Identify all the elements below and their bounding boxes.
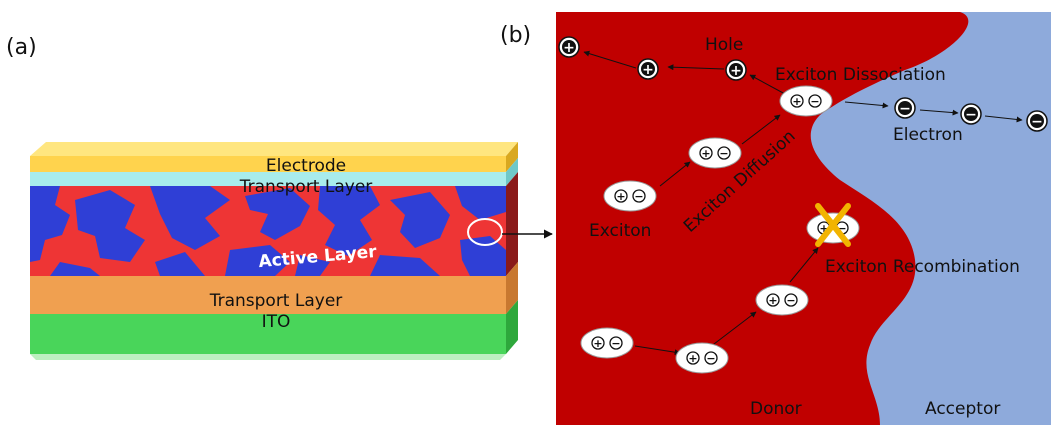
exciton: + − bbox=[675, 342, 729, 374]
svg-text:−: − bbox=[786, 294, 795, 307]
exciton-recombination-label: Exciton Recombination bbox=[825, 257, 1020, 277]
device-stack: Active Layer Electrode Transport Layer T… bbox=[30, 142, 518, 360]
exciton: + − bbox=[580, 327, 634, 359]
exciton-label: Exciton bbox=[589, 221, 651, 241]
exciton: + − bbox=[779, 85, 833, 117]
electron-charges: − − − bbox=[894, 97, 1048, 132]
transport-layer-top bbox=[30, 158, 518, 186]
hole-charge: + bbox=[725, 59, 747, 81]
ito-layer bbox=[30, 300, 518, 360]
transport-layer-top-label: Transport Layer bbox=[239, 177, 373, 197]
electron-charge: − bbox=[960, 103, 982, 125]
svg-text:+: + bbox=[792, 95, 801, 108]
svg-text:+: + bbox=[688, 352, 697, 365]
transport-layer-bottom-label: Transport Layer bbox=[209, 291, 343, 311]
svg-text:−: − bbox=[634, 190, 643, 203]
electrode-label: Electrode bbox=[266, 156, 346, 176]
electron-charge: − bbox=[1026, 110, 1048, 132]
transport-arrows bbox=[583, 50, 1023, 356]
svg-text:+: + bbox=[768, 294, 777, 307]
panel-b-label: (b) bbox=[500, 23, 531, 48]
svg-text:+: + bbox=[642, 62, 654, 78]
svg-text:+: + bbox=[701, 147, 710, 160]
svg-text:+: + bbox=[593, 337, 602, 350]
svg-text:−: − bbox=[1031, 114, 1043, 130]
hole-charge: + bbox=[637, 58, 659, 80]
exciton-dissociation-label: Exciton Dissociation bbox=[775, 65, 946, 85]
svg-text:−: − bbox=[837, 222, 846, 235]
svg-text:−: − bbox=[719, 147, 728, 160]
excitons: + − + − + − + − + bbox=[580, 85, 860, 374]
electrode-layer bbox=[30, 142, 518, 172]
recombination-cross-icon bbox=[815, 203, 851, 247]
transport-layer-bottom bbox=[30, 262, 518, 314]
svg-text:+: + bbox=[563, 40, 575, 56]
acceptor-label: Acceptor bbox=[925, 399, 1000, 419]
exciton: + − bbox=[603, 180, 657, 212]
interface-schematic bbox=[556, 12, 1051, 425]
electron-label: Electron bbox=[893, 125, 963, 145]
hole-label: Hole bbox=[705, 35, 743, 55]
svg-text:−: − bbox=[965, 107, 977, 123]
electron-charge: − bbox=[894, 97, 916, 119]
svg-text:−: − bbox=[899, 101, 911, 117]
panel-a-label: (a) bbox=[6, 35, 37, 60]
active-layer: Active Layer bbox=[30, 172, 518, 276]
exciton: + − bbox=[755, 284, 809, 316]
svg-text:−: − bbox=[706, 352, 715, 365]
hole-charge: + bbox=[558, 36, 580, 58]
donor-region bbox=[556, 12, 969, 425]
svg-text:−: − bbox=[810, 95, 819, 108]
exciton: + − bbox=[688, 137, 742, 169]
ito-label: ITO bbox=[262, 312, 291, 332]
svg-text:+: + bbox=[616, 190, 625, 203]
zoom-region-marker bbox=[467, 218, 503, 246]
donor-label: Donor bbox=[750, 399, 802, 419]
hole-charges: + + + bbox=[558, 36, 747, 81]
svg-text:+: + bbox=[819, 222, 828, 235]
svg-text:+: + bbox=[730, 63, 742, 79]
svg-text:−: − bbox=[611, 337, 620, 350]
